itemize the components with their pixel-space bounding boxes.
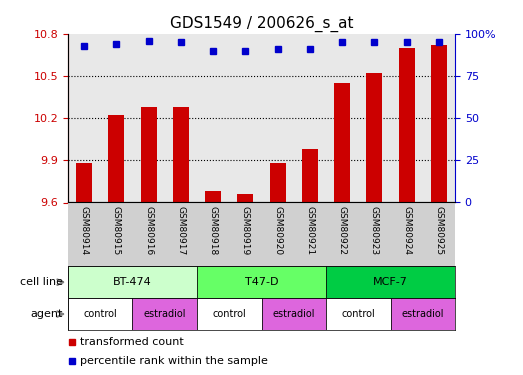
Text: GSM80915: GSM80915 — [112, 206, 121, 255]
FancyBboxPatch shape — [326, 298, 391, 330]
Bar — [334, 83, 350, 203]
Text: GSM80914: GSM80914 — [79, 206, 88, 255]
FancyBboxPatch shape — [132, 298, 197, 330]
Bar — [431, 45, 447, 203]
Text: GSM80924: GSM80924 — [402, 206, 411, 255]
Bar — [141, 107, 157, 202]
FancyBboxPatch shape — [326, 266, 455, 298]
Bar — [108, 116, 124, 202]
Title: GDS1549 / 200626_s_at: GDS1549 / 200626_s_at — [170, 16, 353, 32]
Text: estradiol: estradiol — [272, 309, 315, 319]
Text: GSM80925: GSM80925 — [435, 206, 444, 255]
Bar — [76, 163, 92, 202]
FancyBboxPatch shape — [262, 298, 326, 330]
Text: control: control — [83, 309, 117, 319]
Text: GSM80923: GSM80923 — [370, 206, 379, 255]
Bar — [173, 107, 189, 202]
Text: T47-D: T47-D — [245, 277, 278, 287]
Bar — [269, 163, 286, 202]
FancyBboxPatch shape — [68, 266, 197, 298]
Text: GSM80922: GSM80922 — [338, 206, 347, 255]
Text: control: control — [212, 309, 246, 319]
FancyBboxPatch shape — [197, 298, 262, 330]
FancyBboxPatch shape — [391, 298, 455, 330]
Text: GSM80918: GSM80918 — [209, 206, 218, 255]
Bar — [205, 191, 221, 202]
Text: control: control — [342, 309, 375, 319]
Bar — [366, 73, 382, 202]
FancyBboxPatch shape — [197, 266, 326, 298]
Text: estradiol: estradiol — [402, 309, 444, 319]
Bar — [302, 149, 318, 202]
Text: GSM80919: GSM80919 — [241, 206, 250, 255]
Text: GSM80916: GSM80916 — [144, 206, 153, 255]
Text: transformed count: transformed count — [79, 338, 184, 347]
Text: BT-474: BT-474 — [113, 277, 152, 287]
Text: estradiol: estradiol — [143, 309, 186, 319]
Text: GSM80917: GSM80917 — [176, 206, 185, 255]
FancyBboxPatch shape — [68, 298, 132, 330]
Text: agent: agent — [30, 309, 63, 319]
Text: GSM80920: GSM80920 — [273, 206, 282, 255]
Bar — [237, 194, 254, 202]
Text: percentile rank within the sample: percentile rank within the sample — [79, 356, 267, 366]
Text: GSM80921: GSM80921 — [305, 206, 314, 255]
Text: MCF-7: MCF-7 — [373, 277, 408, 287]
Text: cell line: cell line — [20, 277, 63, 287]
Bar — [399, 48, 415, 202]
